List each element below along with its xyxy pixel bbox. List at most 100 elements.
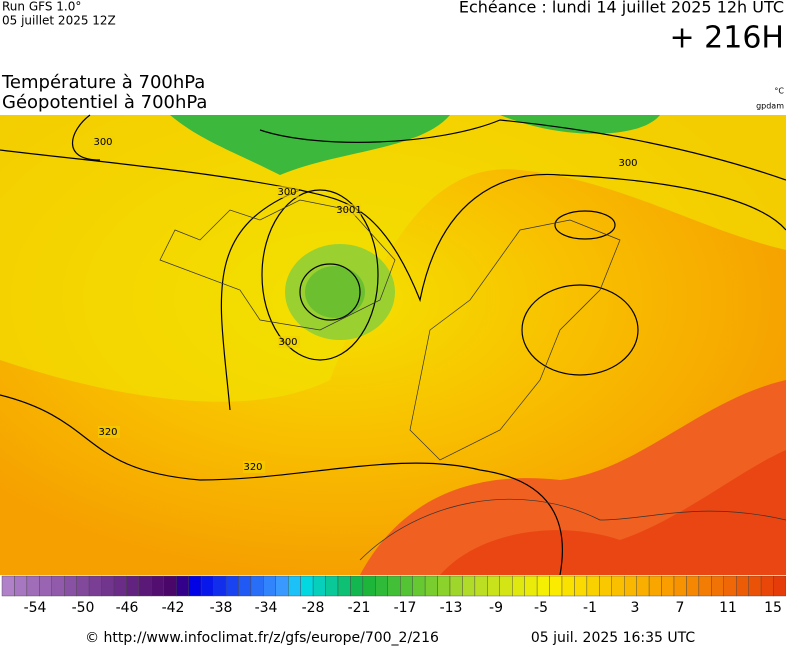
colorbar-swatch	[698, 575, 712, 597]
colorbar-swatch	[238, 575, 252, 597]
colorbar-tick-label: 15	[764, 600, 782, 616]
colorbar-swatch	[487, 575, 500, 597]
colorbar-tick-label: -1	[583, 600, 597, 616]
colorbar-swatch	[126, 575, 140, 597]
valid-time: Echéance : lundi 14 juillet 2025 12h UTC	[459, 0, 784, 17]
colorbar-swatch	[263, 575, 276, 597]
contour-label: 300	[618, 158, 637, 169]
colorbar-tick-label: 3	[631, 600, 640, 616]
colorbar-swatch	[437, 575, 451, 597]
colorbar-tick-label: -38	[210, 600, 233, 616]
contour-label-bg	[339, 204, 361, 216]
colorbar-swatch	[250, 575, 264, 597]
run-label: Run GFS 1.0°	[2, 0, 81, 14]
colorbar-swatch	[337, 575, 351, 597]
colorbar-swatch	[76, 575, 90, 597]
colorbar-swatch	[648, 575, 662, 597]
footer-source: © http://www.infoclimat.fr/z/gfs/europe/…	[85, 630, 439, 646]
colorbar-swatch	[748, 575, 762, 597]
contour-label: 320	[243, 462, 262, 473]
colorbar-swatch	[760, 575, 774, 597]
colorbar-swatch	[400, 575, 413, 597]
colorbar-tick-label: -17	[394, 600, 417, 616]
colorbar-swatch	[412, 575, 426, 597]
contour-label: 300	[278, 337, 297, 348]
colorbar-tick-label: 7	[676, 600, 685, 616]
colorbar-swatch	[1, 575, 15, 597]
colorbar-swatch	[26, 575, 40, 597]
colorbar-swatch	[499, 575, 513, 597]
title-geopotential: Géopotentiel à 700hPa	[2, 92, 207, 113]
colorbar-swatch	[574, 575, 588, 597]
colorbar-swatch	[536, 575, 550, 597]
colorbar-swatch	[51, 575, 65, 597]
contour-label-bg	[278, 336, 300, 348]
colorbar-tick-label: -21	[348, 600, 371, 616]
colorbar-swatch	[661, 575, 675, 597]
colorbar-tick-label: -28	[302, 600, 325, 616]
colorbar-tick-label: -5	[534, 600, 548, 616]
colorbar-tick-label: -50	[72, 600, 95, 616]
contour-label: 3001	[336, 205, 361, 216]
colorbar-swatch	[176, 575, 189, 597]
colorbar-swatch	[636, 575, 650, 597]
colorbar-swatch	[624, 575, 637, 597]
colorbar-swatch	[611, 575, 625, 597]
colorbar-swatch	[151, 575, 164, 597]
colorbar-swatch	[599, 575, 612, 597]
colorbar-swatch	[773, 575, 786, 597]
colorbar-swatch	[88, 575, 102, 597]
colorbar-swatch	[64, 575, 77, 597]
colorbar-tick-label: -13	[440, 600, 463, 616]
contour-label: 300	[93, 137, 112, 148]
contour-label: 300	[277, 187, 296, 198]
colorbar-swatch	[200, 575, 214, 597]
contour-label-bg	[618, 157, 640, 169]
colorbar-tick-label: -9	[489, 600, 503, 616]
colorbar-swatch	[561, 575, 575, 597]
colorbar-swatch	[512, 575, 525, 597]
colorbar-swatch	[362, 575, 376, 597]
colorbar-swatch	[375, 575, 388, 597]
colorbar-swatch	[14, 575, 28, 597]
colorbar-swatch	[101, 575, 115, 597]
colorbar-swatch	[524, 575, 538, 597]
colorbar-tick-label: -46	[116, 600, 139, 616]
lead-time: + 216H	[670, 21, 785, 56]
colorbar-swatch	[736, 575, 749, 597]
colorbar-tick-label: -42	[162, 600, 185, 616]
colorbar-swatch	[449, 575, 463, 597]
footer-generated: 05 juil. 2025 16:35 UTC	[531, 630, 696, 646]
colorbar-swatch	[188, 575, 202, 597]
colorbar-swatch	[39, 575, 52, 597]
colorbar-swatch	[673, 575, 687, 597]
colorbar-swatch	[138, 575, 152, 597]
contour-label-bg	[243, 461, 265, 473]
colorbar-swatch	[225, 575, 239, 597]
colorbar-swatch	[686, 575, 700, 597]
colorbar-swatch	[424, 575, 438, 597]
colorbar-swatch	[275, 575, 289, 597]
colorbar-swatch	[586, 575, 600, 597]
colorbar-swatch	[387, 575, 401, 597]
colorbar-swatch	[113, 575, 127, 597]
contour-label-bg	[93, 136, 115, 148]
run-date: 05 juillet 2025 12Z	[2, 14, 116, 28]
colorbar-tick-label: -34	[255, 600, 278, 616]
colorbar-swatch	[163, 575, 177, 597]
colorbar-swatch	[711, 575, 724, 597]
colorbar-swatch	[462, 575, 476, 597]
contour-label-bg	[277, 186, 299, 198]
contour-label: 320	[98, 427, 117, 438]
colorbar-swatch	[213, 575, 227, 597]
colorbar-tick-label: 11	[719, 600, 737, 616]
colorbar-swatch	[288, 575, 301, 597]
contour-label-bg	[98, 426, 120, 438]
colorbar-swatch	[549, 575, 563, 597]
colorbar-swatch	[723, 575, 737, 597]
unit-geopotential: gpdam	[756, 102, 784, 111]
colorbar-swatch	[350, 575, 364, 597]
colorbar-swatch	[300, 575, 314, 597]
